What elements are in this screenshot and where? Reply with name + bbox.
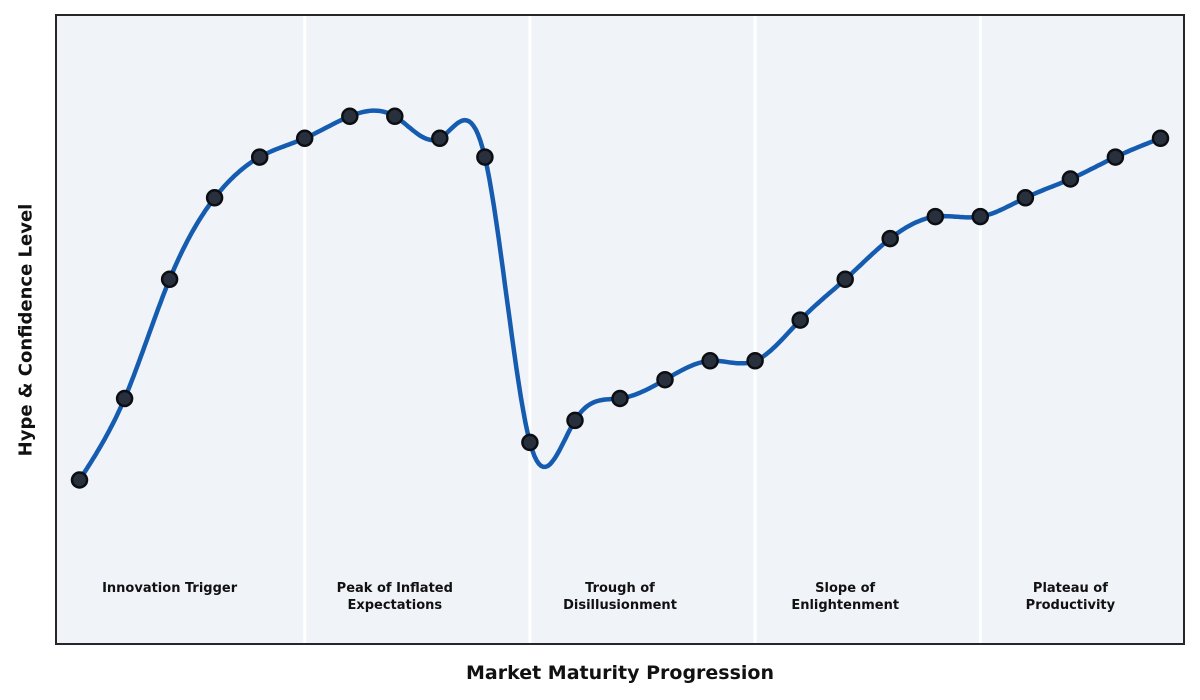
data-point	[566, 411, 584, 430]
data-point	[656, 370, 674, 389]
phase-label-line: Disillusionment	[563, 598, 677, 613]
data-point	[611, 389, 629, 408]
data-point	[521, 433, 539, 452]
data-point	[881, 229, 899, 248]
data-point	[250, 148, 269, 166]
phase-label-line: Productivity	[1025, 598, 1116, 613]
phase-label-innovation-trigger: Innovation Trigger	[102, 580, 237, 597]
x-axis-label: Market Maturity Progression	[465, 662, 775, 684]
data-point	[746, 352, 764, 370]
phase-label-slope-of-enlightenment: Slope of Enlightenment	[791, 580, 899, 614]
hype-curve	[77, 108, 1163, 483]
phase-label-line: Enlightenment	[791, 598, 900, 613]
data-point	[386, 107, 404, 126]
phase-label-line: Peak of Inflated	[336, 581, 453, 596]
phase-label-plateau-of-productivity: Plateau of Productivity	[1026, 580, 1115, 614]
data-point	[791, 311, 809, 329]
phase-label-peak-of-inflated-expectations: Peak of Inflated Expectations	[337, 580, 453, 614]
data-point	[431, 129, 449, 148]
phase-label-line: Expectations	[347, 598, 443, 613]
data-point	[341, 107, 359, 126]
data-point	[205, 189, 224, 207]
phase-label-line: Innovation Trigger	[102, 581, 238, 596]
phase-label-line: Slope of	[815, 581, 876, 596]
data-point	[476, 148, 494, 166]
data-point	[1106, 148, 1125, 166]
hype-cycle-curve-canvas	[70, 16, 1170, 643]
data-point	[295, 129, 314, 148]
data-point	[70, 471, 89, 489]
data-point	[1151, 129, 1170, 148]
data-point	[160, 270, 179, 289]
phase-label-trough-of-disillusionment: Trough of Disillusionment	[563, 580, 677, 614]
data-point	[836, 270, 854, 289]
data-point	[115, 389, 134, 408]
y-axis-label: Hype & Confidence Level	[15, 203, 37, 457]
phase-label-line: Plateau of	[1032, 581, 1108, 596]
data-point	[701, 352, 719, 370]
data-point	[926, 207, 945, 226]
data-point	[1061, 170, 1080, 188]
plot-area: Innovation Trigger Peak of Inflated Expe…	[55, 14, 1185, 645]
data-point	[971, 207, 990, 226]
data-point	[1016, 189, 1035, 207]
phase-label-line: Trough of	[585, 581, 655, 596]
